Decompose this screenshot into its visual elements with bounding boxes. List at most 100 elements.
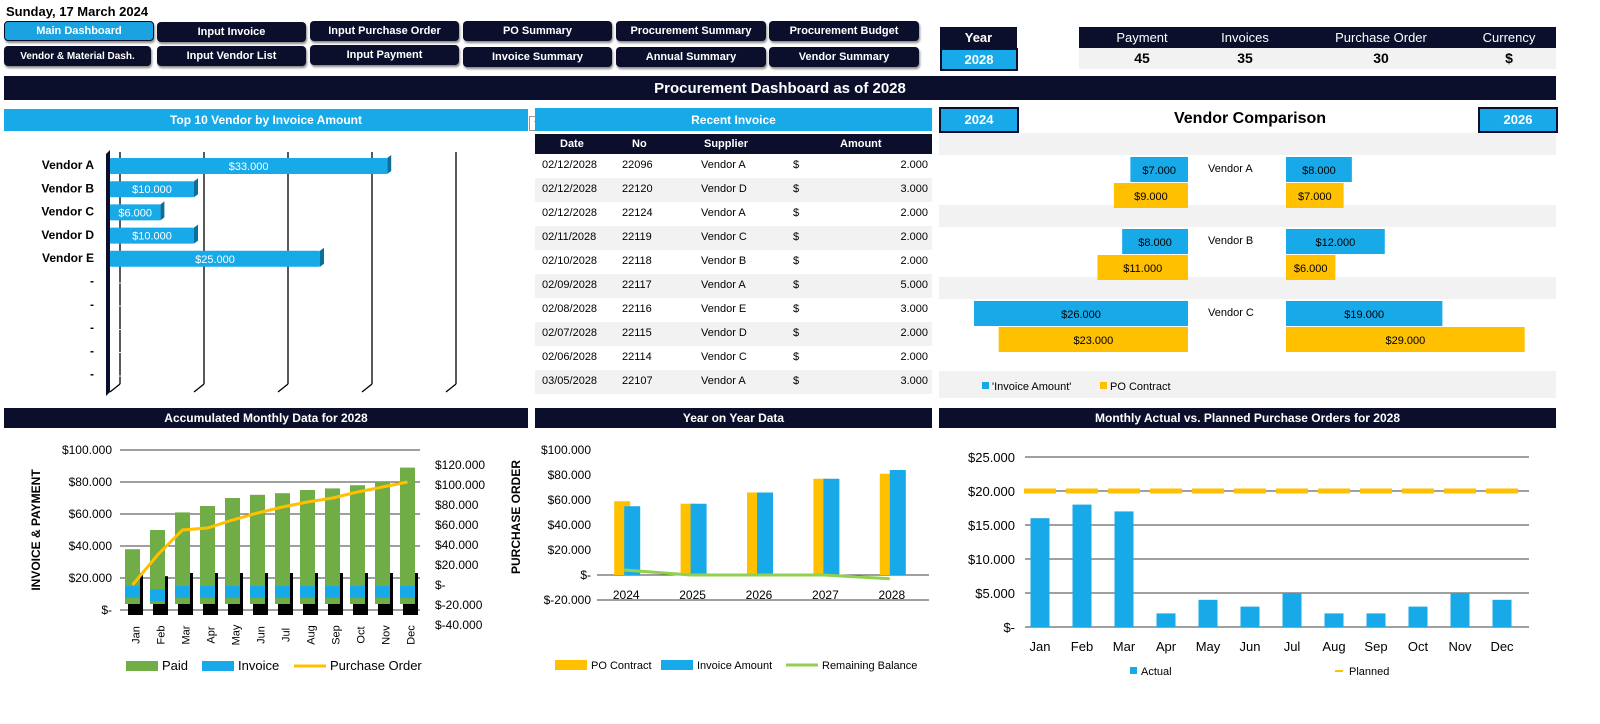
table-row: 02/12/2028 22096 Vendor A $2.000 xyxy=(535,154,932,178)
paid-bar xyxy=(225,498,240,604)
nav-procurement-budget[interactable]: Procurement Budget xyxy=(769,21,919,41)
cell-supplier: Vendor D xyxy=(701,183,747,195)
invoice-bar xyxy=(400,586,415,598)
cell-amount: 3.000 xyxy=(900,375,928,387)
table-row: 02/11/2028 22119 Vendor C $2.000 xyxy=(535,226,932,250)
bar-label: $10.000 xyxy=(132,184,172,196)
x-tick-label: Jun xyxy=(255,626,267,644)
bar-side xyxy=(194,178,198,198)
y-tick-label: $20.000 xyxy=(968,484,1015,499)
nav-annual-summary[interactable]: Annual Summary xyxy=(616,47,766,67)
y2-tick-label: $-20.000 xyxy=(435,598,483,612)
cell-cur: $ xyxy=(793,183,800,195)
col-supplier-header: Supplier xyxy=(704,138,749,150)
nav-main-dashboard[interactable]: Main Dashboard xyxy=(4,21,154,41)
x-tick-label: Oct xyxy=(355,626,367,643)
accumulated-title: Accumulated Monthly Data for 2028 xyxy=(4,408,528,428)
actual-bar xyxy=(1450,593,1470,627)
invoice-bar xyxy=(325,586,340,598)
nav-procurement-summary[interactable]: Procurement Summary xyxy=(616,21,766,41)
bar-side xyxy=(194,224,198,244)
vendor-name-label: Vendor C xyxy=(1208,307,1254,319)
cell-cur: $ xyxy=(793,327,800,339)
actual-bar xyxy=(1492,599,1512,627)
right-invoice-bar xyxy=(1286,229,1385,254)
y-tick-label: $60.000 xyxy=(69,507,113,521)
x-tick-label: Jun xyxy=(1240,639,1261,654)
cell-date: 02/08/2028 xyxy=(542,303,598,315)
nav-input-payment[interactable]: Input Payment xyxy=(310,45,459,65)
table-row: 02/09/2028 22117 Vendor A $5.000 xyxy=(535,274,932,298)
invoice-bar xyxy=(175,586,190,598)
left-po-label: $9.000 xyxy=(1134,191,1168,203)
x-tick-label: Dec xyxy=(405,625,417,645)
vendor-comparison-chart: Vendor A $7.000 $9.000 $8.000 $7.000 Vendor B… xyxy=(939,133,1556,398)
left-invoice-label: $7.000 xyxy=(1142,165,1176,177)
invoice-amount-bar xyxy=(823,478,840,575)
cell-supplier: Vendor A xyxy=(701,159,746,171)
cell-supplier: Vendor E xyxy=(701,303,747,315)
invoice-bar xyxy=(150,589,165,602)
cell-amount: 2.000 xyxy=(900,231,928,243)
col-amount-header: Amount xyxy=(840,138,882,150)
actual-bar xyxy=(1366,613,1386,627)
left-po-bar xyxy=(1113,183,1188,208)
y-tick-label: $- xyxy=(1003,620,1015,635)
table-row: 02/10/2028 22118 Vendor B $2.000 xyxy=(535,250,932,274)
vendor-name-label: Vendor B xyxy=(1208,235,1253,247)
nav-input-vendor-list[interactable]: Input Vendor List xyxy=(157,46,306,66)
vendor-bar xyxy=(110,227,194,244)
invoice-amount-bar xyxy=(690,503,707,575)
cell-no: 22107 xyxy=(622,375,653,387)
x-tick-label: 2027 xyxy=(812,588,839,602)
cell-no: 22119 xyxy=(622,231,652,243)
cell-amount: 2.000 xyxy=(900,159,928,171)
right-invoice-label: $19.000 xyxy=(1344,309,1384,321)
bar-label: $25.000 xyxy=(195,254,235,266)
right-year-select[interactable]: 2026 xyxy=(1478,107,1558,133)
left-invoice-label: $26.000 xyxy=(1061,309,1101,321)
legend-label: Paid xyxy=(162,658,188,673)
nav-po-summary[interactable]: PO Summary xyxy=(463,21,612,41)
y-tick-label: $60.000 xyxy=(548,493,592,507)
y-tick-label: $80.000 xyxy=(548,468,592,482)
x-tick-label: Jul xyxy=(280,628,292,642)
table-row: 02/06/2028 22114 Vendor C $2.000 xyxy=(535,346,932,370)
cell-amount: 2.000 xyxy=(900,351,928,363)
right-po-label: $6.000 xyxy=(1294,263,1328,275)
col-no-header: No xyxy=(632,138,647,150)
nav-input-purchase-order[interactable]: Input Purchase Order xyxy=(310,21,459,41)
invoice-bar xyxy=(275,586,290,598)
x-tick-label: May xyxy=(230,624,242,645)
invoice-bar xyxy=(375,586,390,598)
cell-date: 02/11/2028 xyxy=(542,231,597,243)
paid-bar xyxy=(325,488,340,604)
nav-invoice-summary[interactable]: Invoice Summary xyxy=(463,47,612,67)
cell-amount: 2.000 xyxy=(900,207,928,219)
nav-input-invoice[interactable]: Input Invoice xyxy=(157,22,306,42)
year-select[interactable]: 2028 xyxy=(940,48,1018,71)
cell-supplier: Vendor C xyxy=(701,231,747,243)
cell-no: 22120 xyxy=(622,183,653,195)
left-year-select[interactable]: 2024 xyxy=(939,107,1019,133)
x-tick-label: 2026 xyxy=(746,588,773,602)
recent-invoice-title: Recent Invoice xyxy=(535,108,932,131)
cell-date: 03/05/2028 xyxy=(542,375,598,387)
vendor-bar xyxy=(110,181,194,198)
invoice-bar xyxy=(250,586,265,598)
left-po-bar xyxy=(1097,255,1188,280)
cell-supplier: Vendor B xyxy=(701,255,747,267)
nav-vendor-material-dash[interactable]: Vendor & Material Dash. xyxy=(4,46,151,66)
nav-vendor-summary[interactable]: Vendor Summary xyxy=(769,47,919,67)
kpi-invoices-value: 35 xyxy=(1237,50,1253,66)
dashboard-title: Procurement Dashboard as of 2028 xyxy=(4,76,1556,100)
recent-invoice-header-row: Date No Supplier Amount xyxy=(535,134,932,154)
cell-no: 22116 xyxy=(622,303,652,315)
invoice-amount-bar xyxy=(889,470,906,575)
vendor-name-label: Vendor A xyxy=(1208,163,1253,175)
yoy-chart: $100.000 $80.000 $60.000 $40.000 $20.000 $- $-… xyxy=(541,443,929,672)
band xyxy=(939,133,1556,155)
cell-date: 02/12/2028 xyxy=(542,159,598,171)
cell-supplier: Vendor A xyxy=(701,207,746,219)
bar-side xyxy=(387,155,392,174)
